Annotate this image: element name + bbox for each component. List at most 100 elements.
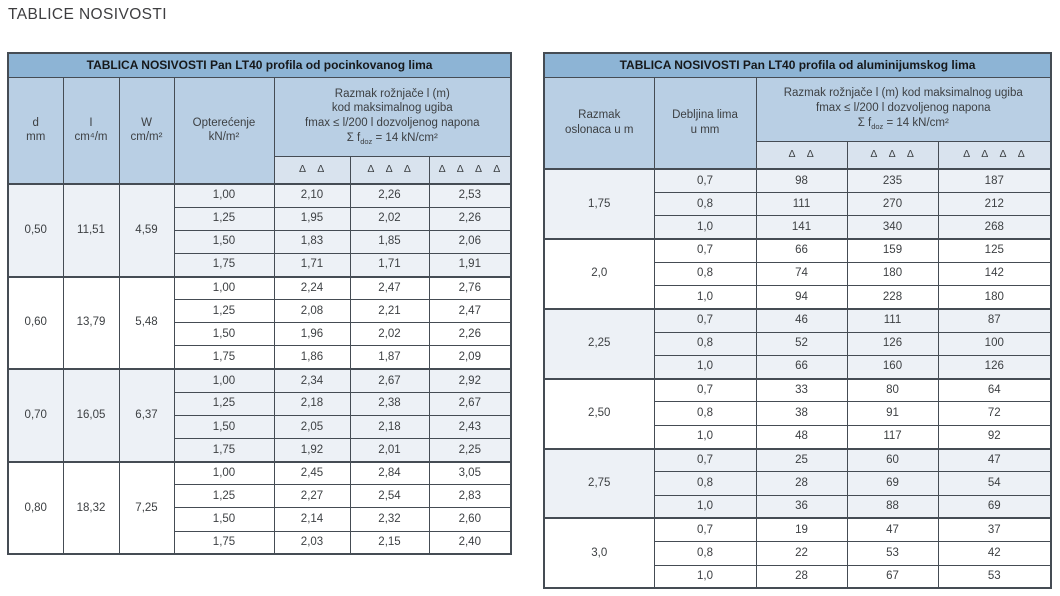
table-title-row: TABLICA NOSIVOSTI Pan LT40 profila od po…	[7, 52, 512, 78]
delta-header-4-supports: Δ Δ Δ Δ	[937, 140, 1052, 170]
span-header-formula: Σ fdoz = 14 kN/cm²	[346, 131, 438, 146]
span-value-cell: 126	[846, 331, 939, 356]
span-value-cell: 111	[846, 307, 939, 333]
load-cell: 1,50	[173, 229, 275, 254]
span-value-cell: 1,95	[273, 206, 351, 231]
load-cell: 1,25	[173, 299, 275, 324]
w-value-cell: 4,59	[118, 183, 175, 278]
d-value-cell: 0,70	[7, 368, 64, 463]
span-value-cell: 180	[937, 284, 1052, 310]
table-title: TABLICA NOSIVOSTI Pan LT40 profila od po…	[7, 52, 512, 78]
span-header-line1: Razmak rožnjače l (m)	[334, 87, 450, 100]
span-value-cell: 111	[755, 191, 848, 217]
span-value-cell: 1,91	[428, 252, 512, 278]
load-cell: 1,25	[173, 391, 275, 416]
span-value-cell: 2,26	[349, 182, 430, 208]
span-value-cell: 142	[937, 261, 1052, 286]
span-value-cell: 42	[937, 541, 1052, 566]
col-header-span-line1: Razmak	[578, 109, 621, 122]
span-value-cell: 2,24	[273, 275, 351, 301]
span-value-cell: 2,01	[349, 438, 430, 463]
table-header-row: d mm I cm⁴/m W cm/m² Opterećenje kN/m² R…	[7, 76, 512, 185]
span-header: Razmak rožnjače l (m) kod maksimalnog ug…	[273, 76, 512, 157]
span-header-formula: Σ fdoz = 14 kN/cm²	[857, 116, 949, 131]
col-header-inertia-unit: cm⁴/m	[74, 131, 108, 144]
span-value-cell: 2,25	[428, 438, 512, 463]
span-value-cell: 2,08	[273, 299, 351, 324]
thickness-cell: 1,0	[653, 424, 757, 450]
span-value-cell: 2,76	[428, 275, 512, 301]
span-value-cell: 1,92	[273, 438, 351, 463]
span-value-cell: 2,14	[273, 507, 351, 532]
delta-header-2-supports: Δ Δ	[273, 155, 351, 185]
span-value-cell: 1,71	[349, 252, 430, 278]
table-row: 1,0 28 67 53	[544, 564, 1052, 589]
d-value-cell: 0,80	[7, 460, 64, 555]
span-value-cell: 1,71	[273, 252, 351, 278]
support-span-cell: 2,50	[543, 377, 655, 450]
span-value-cell: 88	[846, 494, 939, 519]
col-header-inertia: I cm⁴/m	[62, 76, 120, 185]
thickness-cell: 0,8	[653, 401, 757, 426]
table-row: 2,25 0,7 46 111 87	[543, 307, 1052, 380]
span-value-cell: 48	[755, 424, 848, 450]
span-value-cell: 53	[846, 541, 939, 566]
col-header-load-unit: kN/m²	[208, 131, 240, 144]
span-value-cell: 2,26	[428, 206, 512, 231]
col-header-w-symbol: W	[141, 116, 152, 129]
span-value-cell: 25	[755, 447, 848, 473]
delta-header-3-supports: Δ Δ Δ	[349, 155, 430, 185]
span-value-cell: 66	[755, 354, 848, 380]
load-cell: 1,50	[173, 322, 275, 347]
span-value-cell: 2,18	[273, 391, 351, 416]
w-value-cell: 5,48	[118, 275, 175, 370]
span-value-cell: 37	[937, 517, 1052, 543]
span-value-cell: 1,83	[273, 229, 351, 254]
span-value-cell: 141	[755, 215, 848, 240]
table-row: 1,75 1,71 1,71 1,91	[8, 252, 512, 278]
col-header-w-unit: cm/m²	[130, 131, 163, 144]
span-value-cell: 19	[755, 517, 848, 543]
d-value-cell: 0,60	[7, 275, 64, 370]
thickness-cell: 0,8	[653, 541, 757, 566]
span-value-cell: 2,05	[273, 414, 351, 440]
thickness-cell: 0,8	[653, 191, 757, 217]
support-span-cell: 2,0	[543, 237, 655, 310]
table-row: 1,50 2,05 2,18 2,43	[8, 414, 512, 440]
thickness-cell: 0,8	[653, 471, 757, 496]
table-row: 1,75 1,86 1,87 2,09	[8, 345, 512, 370]
span-value-cell: 1,87	[349, 345, 430, 370]
span-value-cell: 2,53	[428, 182, 512, 208]
load-cell: 1,50	[173, 414, 275, 440]
table-row: 2,0 0,7 66 159 125	[543, 237, 1052, 310]
table-title: TABLICA NOSIVOSTI Pan LT40 profila od al…	[543, 52, 1052, 78]
span-value-cell: 74	[755, 261, 848, 286]
span-value-cell: 2,40	[428, 530, 512, 555]
thickness-cell: 0,8	[653, 331, 757, 356]
aluminum-table: TABLICA NOSIVOSTI Pan LT40 profila od al…	[543, 52, 1053, 590]
span-value-cell: 2,83	[428, 484, 512, 509]
thickness-cell: 1,0	[653, 354, 757, 380]
table-row: 0,8 52 126 100	[544, 331, 1052, 356]
span-value-cell: 91	[846, 401, 939, 426]
thickness-cell: 0,7	[653, 447, 757, 473]
span-value-cell: 2,34	[273, 368, 351, 393]
span-value-cell: 2,45	[273, 460, 351, 486]
span-value-cell: 60	[846, 447, 939, 473]
span-value-cell: 46	[755, 307, 848, 333]
span-value-cell: 98	[755, 167, 848, 193]
thickness-cell: 1,0	[653, 564, 757, 589]
load-cell: 1,75	[173, 530, 275, 555]
span-value-cell: 2,92	[428, 368, 512, 393]
col-header-thickness: Debljina lima u mm	[653, 76, 757, 170]
support-span-cell: 3,0	[543, 517, 655, 589]
span-value-cell: 100	[937, 331, 1052, 356]
support-span-cell: 2,75	[543, 447, 655, 519]
delta-header-row: Δ Δ Δ Δ Δ Δ Δ Δ Δ	[544, 140, 1052, 170]
table-row: 2,50 0,7 33 80 64	[543, 377, 1052, 450]
span-value-cell: 270	[846, 191, 939, 217]
span-value-cell: 2,15	[349, 530, 430, 555]
span-value-cell: 53	[937, 564, 1052, 589]
span-value-cell: 64	[937, 377, 1052, 403]
inertia-value-cell: 16,05	[62, 368, 120, 463]
